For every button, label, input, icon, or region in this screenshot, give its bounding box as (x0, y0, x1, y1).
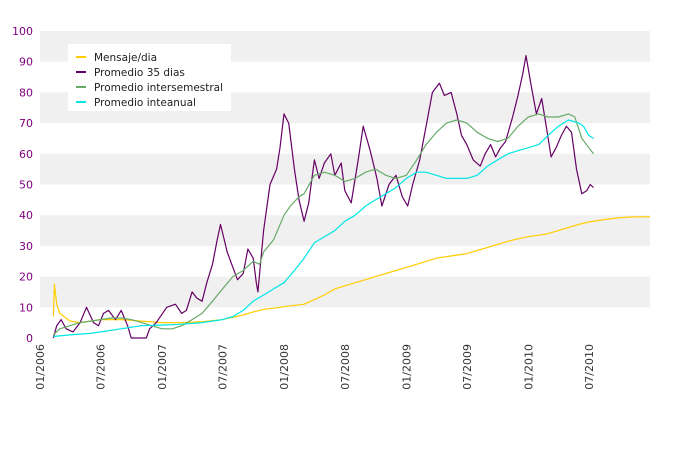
y-tick-label: 40 (19, 209, 33, 222)
x-tick-label: 07/2010 (583, 344, 596, 390)
legend: Mensaje/dia Promedio 35 dias Promedio inte… (68, 44, 231, 111)
y-tick-label: 100 (12, 25, 33, 38)
y-tick-label: 30 (19, 240, 33, 253)
x-tick-label: 01/2006 (34, 344, 47, 390)
y-tick-label: 50 (19, 179, 33, 192)
legend-entry: Promedio 35 dias (94, 67, 185, 79)
series-line-3 (52, 113, 594, 336)
y-tick-label: 90 (19, 56, 33, 69)
x-tick-label: 01/2009 (400, 344, 413, 390)
y-tick-label: 80 (19, 86, 33, 99)
x-tick-label: 07/2007 (216, 344, 229, 390)
y-tick-label: 0 (26, 332, 33, 345)
x-tick-label: 07/2006 (94, 344, 107, 390)
legend-box (68, 44, 231, 111)
y-tick-label: 70 (19, 117, 33, 130)
legend-entry: Promedio inteanual (94, 97, 196, 109)
series-line-2 (52, 54, 594, 339)
x-axis: 01/2006 07/2006 01/2007 07/2007 01/2008 07/20… (34, 344, 596, 390)
x-tick-label: 01/2008 (278, 344, 291, 390)
grid-band (40, 276, 650, 308)
x-tick-label: 07/2008 (339, 344, 352, 390)
x-tick-label: 01/2007 (156, 344, 169, 390)
grid-band (40, 215, 650, 246)
series-lines (52, 54, 651, 339)
legend-entry: Promedio intersemestral (94, 82, 223, 94)
y-axis: 0 10 20 30 40 50 60 70 80 90 100 (12, 25, 33, 345)
x-tick-label: 07/2009 (461, 344, 474, 390)
x-tick-label: 01/2010 (522, 344, 535, 390)
legend-entry: Mensaje/dia (94, 52, 157, 64)
y-tick-label: 10 (19, 301, 33, 314)
y-tick-label: 60 (19, 148, 33, 161)
series-line-4 (53, 119, 594, 338)
grid-band (40, 153, 650, 185)
y-tick-label: 20 (19, 271, 33, 284)
